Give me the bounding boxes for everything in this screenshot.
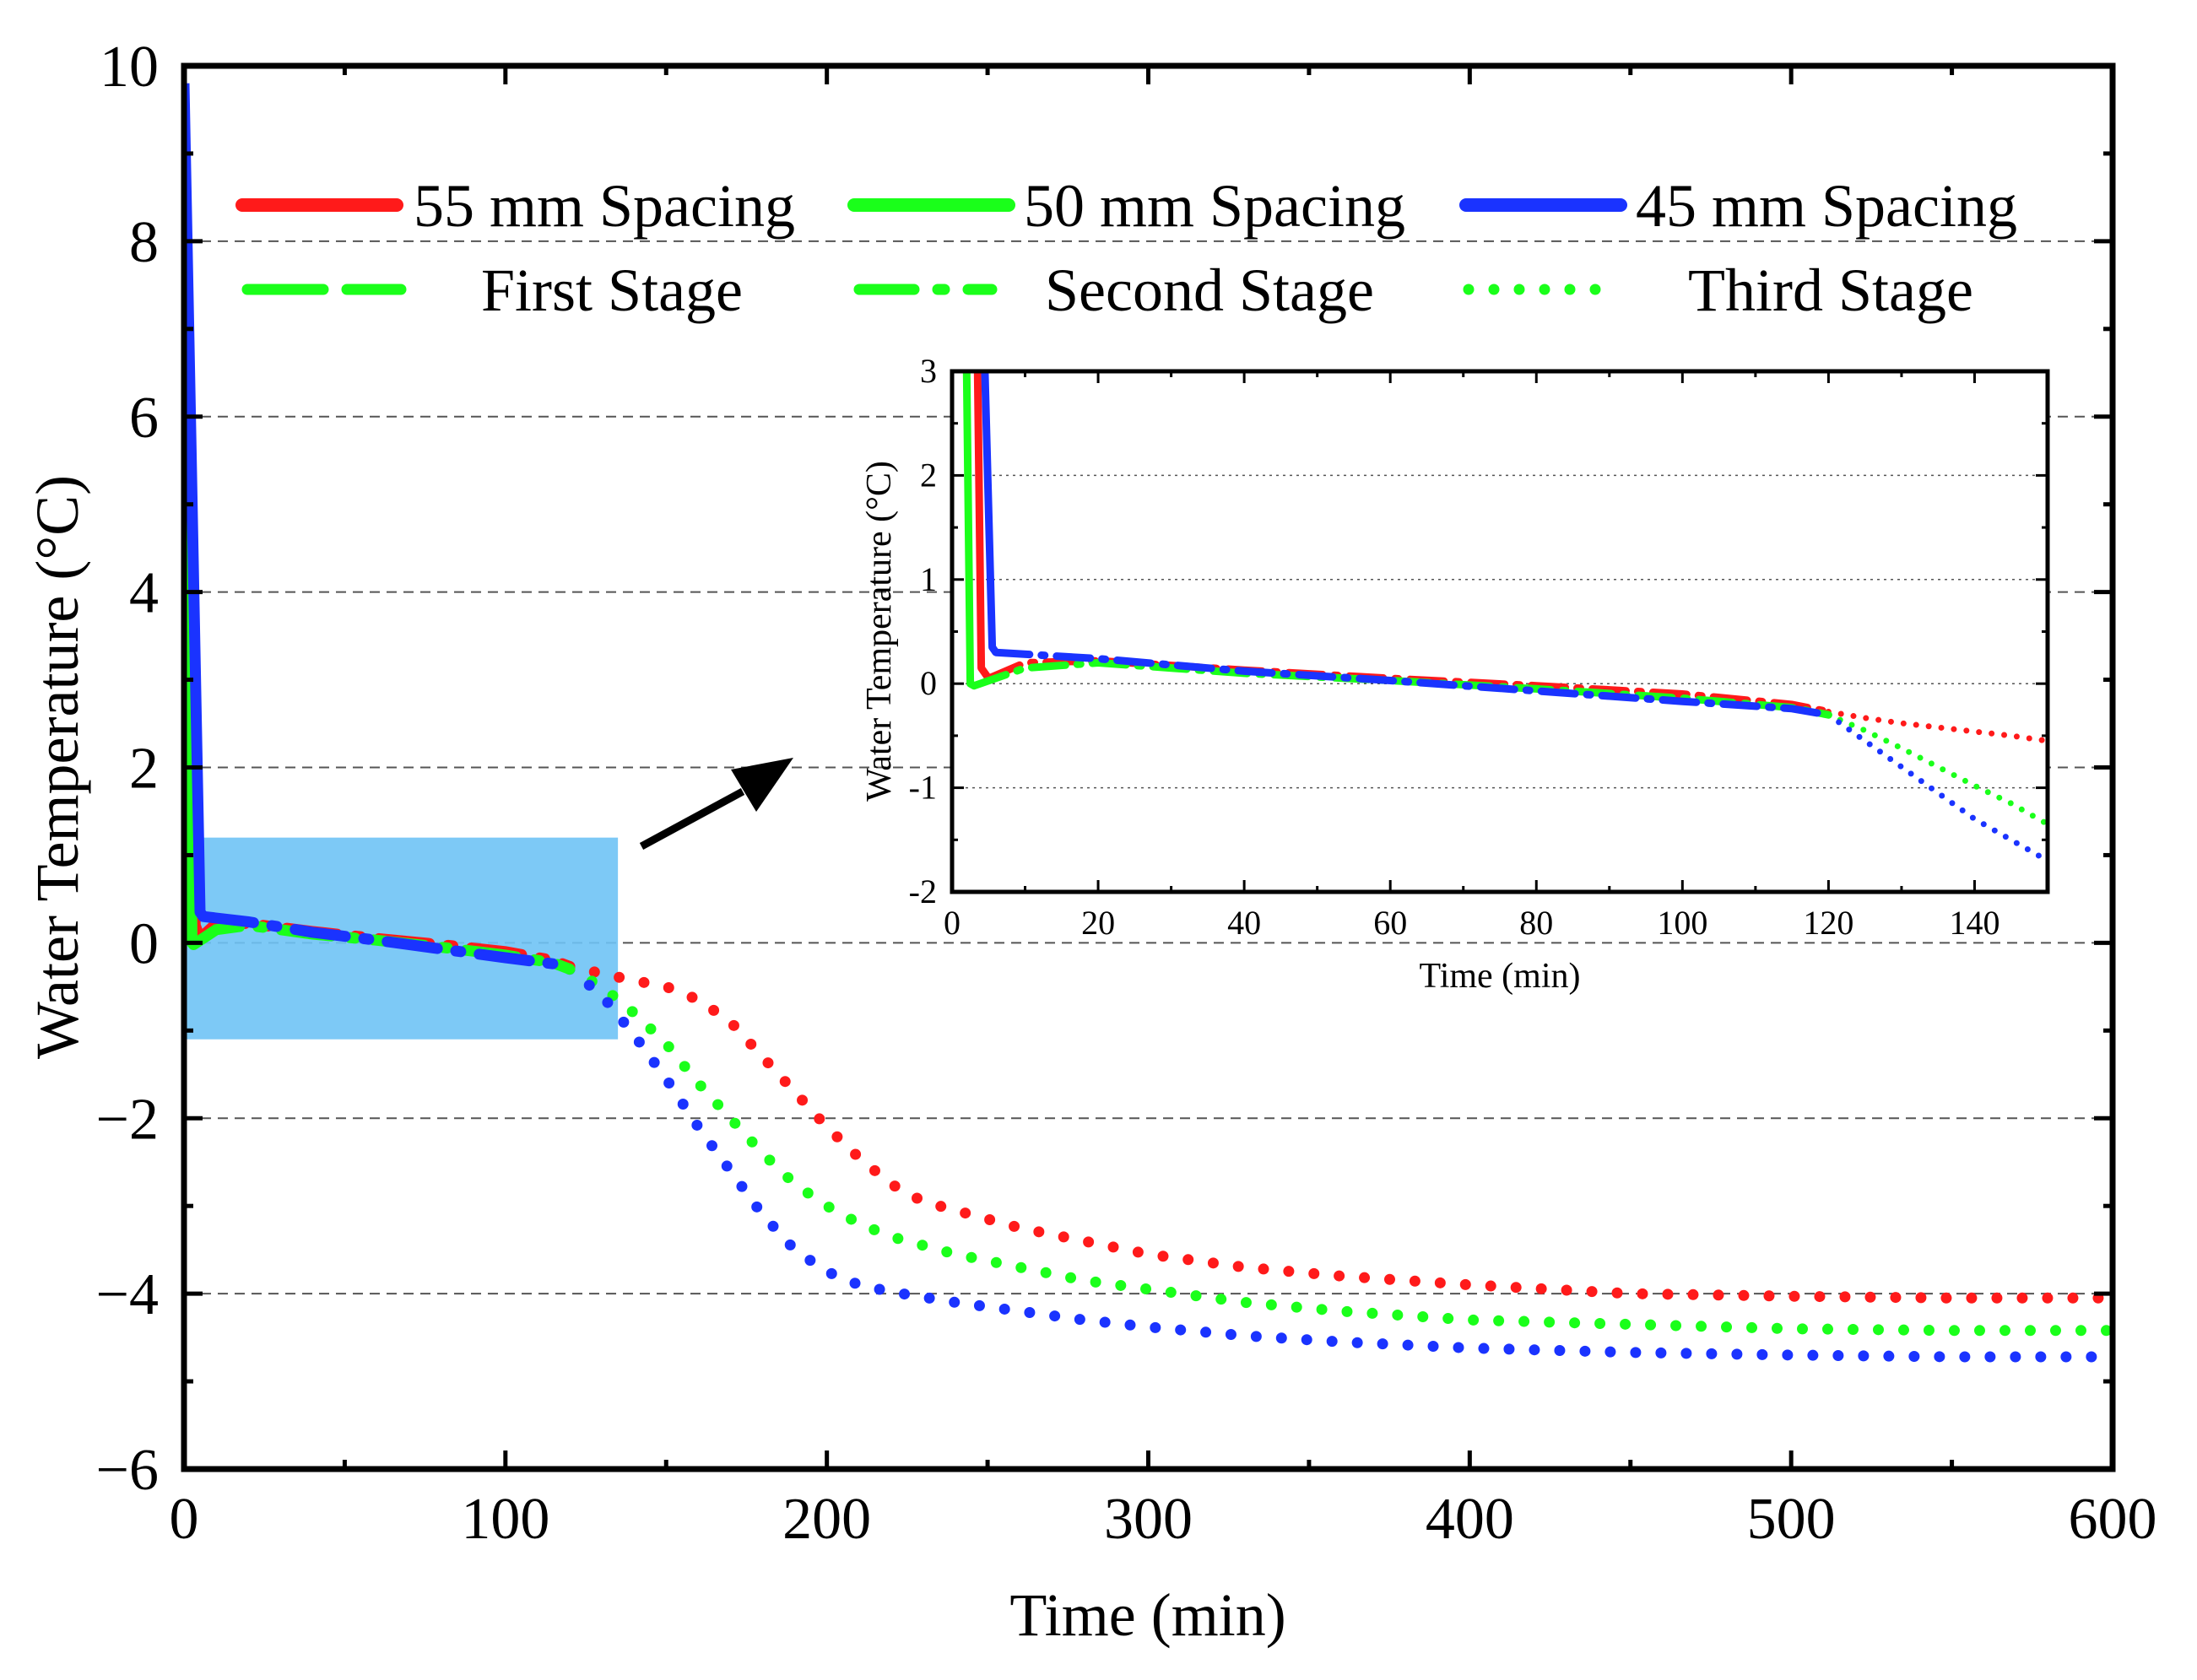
inset-first-stage-line — [981, 371, 999, 655]
legend-row-series: 55 mm Spacing 50 mm Spacing 45 mm Spacin… — [235, 172, 2017, 240]
inset-x-tick-label: 140 — [1949, 904, 1999, 942]
inset-third-stage-line — [1825, 709, 2048, 744]
inset-x-tick-label: 80 — [1519, 904, 1553, 942]
legend-label-55mm: 55 mm Spacing — [414, 172, 795, 240]
inset-x-tick-label: 60 — [1373, 904, 1407, 942]
main-y-axis-label: Water Temperature (°C) — [24, 475, 91, 1059]
main-x-tick-label: 400 — [1426, 1487, 1514, 1552]
inset-x-tick-label: 0 — [944, 904, 961, 942]
inset-second-stage-line — [984, 656, 1832, 716]
main-y-tick-label: 4 — [129, 561, 159, 626]
main-x-axis-label: Time (min) — [1009, 1581, 1285, 1649]
inset-second-stage-line — [992, 648, 1832, 719]
main-third-stage-line — [564, 964, 2113, 1363]
main-y-tick-label: −6 — [96, 1438, 159, 1503]
legend: 55 mm Spacing 50 mm Spacing 45 mm Spacin… — [235, 172, 2017, 324]
inset-background — [952, 371, 2048, 892]
main-y-tick-label: −4 — [96, 1262, 159, 1327]
legend-row-stages: First Stage Second Stage Third Stage — [241, 257, 1973, 324]
main-y-tick-label: 10 — [100, 35, 159, 100]
main-x-tick-label: 200 — [782, 1487, 871, 1552]
legend-label-45mm: 45 mm Spacing — [1636, 172, 2017, 240]
inset-x-tick-label: 120 — [1803, 904, 1853, 942]
legend-label-50mm: 50 mm Spacing — [1024, 172, 1405, 240]
inset-second-stage-line — [970, 658, 1832, 719]
inset-y-axis-label: Water Temperature (°C) — [860, 461, 899, 802]
inset-y-tick-label: 0 — [920, 664, 937, 702]
legend-label-second-stage: Second Stage — [1045, 257, 1374, 324]
inset-y-tick-label: -2 — [909, 872, 937, 910]
inset-y-tick-label: 3 — [920, 352, 937, 390]
inset-series-group — [962, 371, 2048, 864]
main-x-tick-label: 500 — [1747, 1487, 1836, 1552]
zoom-arrow-icon — [639, 758, 793, 850]
legend-label-third-stage: Third Stage — [1688, 257, 1973, 324]
main-y-tick-label: 8 — [129, 210, 159, 275]
inset-x-tick-label: 40 — [1227, 904, 1261, 942]
main-first-stage-line — [184, 83, 208, 921]
inset-ticks: -2 -1 0 1 2 3 0 20 40 60 80 100 120 140 — [909, 352, 2048, 942]
inset-third-stage-line — [1825, 711, 2048, 828]
main-x-tick-label: 100 — [461, 1487, 549, 1552]
inset-first-stage-line — [962, 371, 977, 689]
inset-y-tick-label: 1 — [920, 560, 937, 598]
inset-first-stage-line — [973, 371, 992, 681]
main-second-stage-line — [187, 920, 576, 975]
inset-x-axis-label: Time (min) — [1420, 957, 1581, 996]
main-y-tick-label: 6 — [129, 386, 159, 451]
inset-series — [962, 371, 2048, 864]
main-third-stage-line — [564, 960, 2113, 1304]
inset-y-tick-label: 2 — [920, 456, 937, 494]
main-y-tick-label: 2 — [129, 737, 159, 802]
main-x-tick-label: 300 — [1104, 1487, 1193, 1552]
main-x-tick-label: 600 — [2069, 1487, 2157, 1552]
inset-y-tick-label: -1 — [909, 769, 937, 807]
main-second-stage-line — [198, 910, 576, 975]
inset-x-tick-label: 20 — [1081, 904, 1115, 942]
inset-chart: -2 -1 0 1 2 3 0 20 40 60 80 100 120 140 Time (min) Wa… — [860, 352, 2050, 996]
legend-label-first-stage: First Stage — [481, 257, 743, 324]
main-x-tick-label: 0 — [170, 1487, 199, 1552]
inset-x-tick-label: 100 — [1657, 904, 1707, 942]
main-y-tick-label: 0 — [129, 911, 159, 976]
main-third-stage-line — [564, 964, 2113, 1337]
main-y-tick-label: −2 — [96, 1087, 159, 1152]
